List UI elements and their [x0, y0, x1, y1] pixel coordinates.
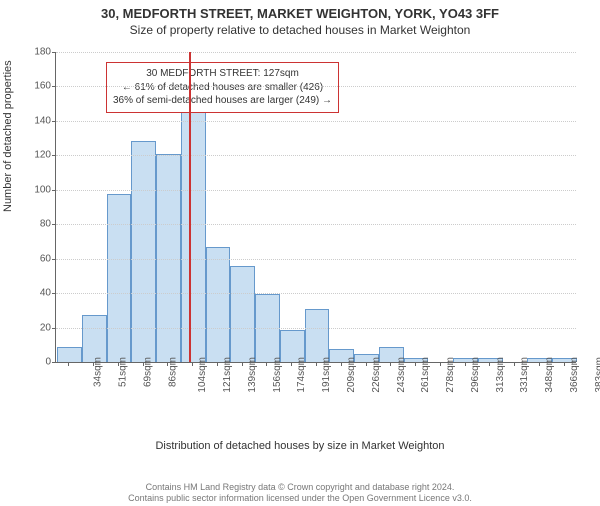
- bar: [206, 247, 231, 362]
- xtick-mark: [366, 362, 367, 366]
- xtick-mark: [539, 362, 540, 366]
- annotation-line: 36% of semi-detached houses are larger (…: [113, 94, 332, 108]
- gridline-h: [56, 293, 576, 294]
- xtick-mark: [217, 362, 218, 366]
- xtick-mark: [465, 362, 466, 366]
- ytick-mark: [52, 362, 56, 363]
- xtick-mark: [68, 362, 69, 366]
- ytick-mark: [52, 190, 56, 191]
- xtick-mark: [266, 362, 267, 366]
- y-axis-label: Number of detached properties: [2, 60, 14, 212]
- xtick-label: 86sqm: [167, 357, 178, 387]
- bar: [57, 347, 82, 362]
- gridline-h: [56, 259, 576, 260]
- ytick-label: 100: [21, 184, 51, 195]
- xtick-label: 34sqm: [93, 357, 104, 387]
- bar: [305, 309, 330, 362]
- xtick-label: 174sqm: [297, 357, 308, 393]
- xtick-mark: [564, 362, 565, 366]
- bar: [230, 266, 255, 362]
- chart-area: Number of detached properties 30 MEDFORT…: [0, 42, 600, 462]
- ytick-mark: [52, 155, 56, 156]
- gridline-h: [56, 328, 576, 329]
- xtick-mark: [143, 362, 144, 366]
- ytick-label: 140: [21, 115, 51, 126]
- ytick-mark: [52, 328, 56, 329]
- ytick-mark: [52, 121, 56, 122]
- annotation-line: 30 MEDFORTH STREET: 127sqm: [113, 67, 332, 81]
- plot-region: 30 MEDFORTH STREET: 127sqm← 61% of detac…: [55, 52, 576, 363]
- bar: [181, 101, 206, 362]
- xtick-label: 191sqm: [321, 357, 332, 393]
- ytick-mark: [52, 259, 56, 260]
- xtick-label: 121sqm: [222, 357, 233, 393]
- ytick-label: 80: [21, 219, 51, 230]
- xtick-label: 69sqm: [142, 357, 153, 387]
- xtick-label: 366sqm: [569, 357, 580, 393]
- xtick-label: 383sqm: [594, 357, 600, 393]
- xtick-mark: [390, 362, 391, 366]
- xtick-mark: [192, 362, 193, 366]
- xtick-label: 261sqm: [420, 357, 431, 393]
- xtick-mark: [118, 362, 119, 366]
- bar: [107, 194, 132, 362]
- xtick-label: 139sqm: [247, 357, 258, 393]
- x-axis-label: Distribution of detached houses by size …: [0, 440, 600, 452]
- gridline-h: [56, 155, 576, 156]
- xtick-label: 51sqm: [118, 357, 129, 387]
- ytick-mark: [52, 293, 56, 294]
- title-sub: Size of property relative to detached ho…: [0, 23, 600, 37]
- xtick-mark: [291, 362, 292, 366]
- ytick-label: 180: [21, 47, 51, 58]
- xtick-label: 156sqm: [272, 357, 283, 393]
- ytick-label: 20: [21, 322, 51, 333]
- gridline-h: [56, 190, 576, 191]
- gridline-h: [56, 52, 576, 53]
- title-main: 30, MEDFORTH STREET, MARKET WEIGHTON, YO…: [0, 6, 600, 21]
- xtick-label: 226sqm: [371, 357, 382, 393]
- xtick-mark: [514, 362, 515, 366]
- ytick-label: 160: [21, 81, 51, 92]
- ytick-mark: [52, 86, 56, 87]
- xtick-label: 348sqm: [544, 357, 555, 393]
- gridline-h: [56, 224, 576, 225]
- gridline-h: [56, 86, 576, 87]
- xtick-mark: [316, 362, 317, 366]
- ytick-mark: [52, 52, 56, 53]
- ytick-label: 60: [21, 253, 51, 264]
- xtick-mark: [489, 362, 490, 366]
- xtick-label: 209sqm: [346, 357, 357, 393]
- xtick-mark: [415, 362, 416, 366]
- footer-credits: Contains HM Land Registry data © Crown c…: [0, 482, 600, 505]
- xtick-mark: [167, 362, 168, 366]
- bar: [82, 315, 107, 363]
- ytick-mark: [52, 224, 56, 225]
- xtick-label: 243sqm: [396, 357, 407, 393]
- bar: [131, 141, 156, 362]
- ytick-label: 40: [21, 288, 51, 299]
- xtick-mark: [93, 362, 94, 366]
- xtick-mark: [242, 362, 243, 366]
- xtick-mark: [341, 362, 342, 366]
- xtick-label: 104sqm: [198, 357, 209, 393]
- xtick-label: 296sqm: [470, 357, 481, 393]
- gridline-h: [56, 121, 576, 122]
- footer-line-2: Contains public sector information licen…: [0, 493, 600, 504]
- footer-line-1: Contains HM Land Registry data © Crown c…: [0, 482, 600, 493]
- ytick-label: 120: [21, 150, 51, 161]
- xtick-mark: [440, 362, 441, 366]
- xtick-label: 331sqm: [519, 357, 530, 393]
- ytick-label: 0: [21, 357, 51, 368]
- xtick-label: 313sqm: [495, 357, 506, 393]
- property-marker-line: [189, 52, 191, 362]
- xtick-label: 278sqm: [445, 357, 456, 393]
